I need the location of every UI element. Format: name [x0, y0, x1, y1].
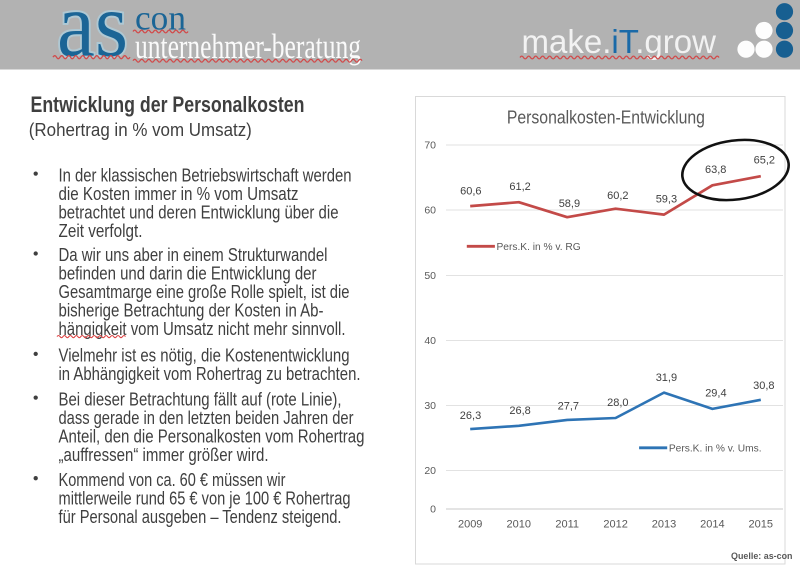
- svg-text:2012: 2012: [603, 519, 627, 531]
- svg-text:60: 60: [424, 205, 436, 217]
- svg-text:betrachtet und deren Entwicklu: betrachtet und deren Entwicklung über di…: [59, 202, 339, 222]
- svg-text:die Kosten immer in % vom Umsa: die Kosten immer in % vom Umsatz: [59, 184, 299, 204]
- svg-text:50: 50: [424, 270, 436, 282]
- svg-text:Gesamtmarge eine große Rolle s: Gesamtmarge eine große Rolle spielt, ist…: [59, 282, 350, 302]
- svg-text:59,3: 59,3: [656, 193, 677, 205]
- svg-text:Entwicklung der Personalkosten: Entwicklung der Personalkosten: [31, 92, 305, 117]
- svg-text:Vielmehr ist es nötig, die Kos: Vielmehr ist es nötig, die Kostenentwick…: [59, 346, 350, 366]
- svg-text:60,6: 60,6: [460, 186, 481, 198]
- svg-text:Pers.K. in % v. RG: Pers.K. in % v. RG: [497, 242, 581, 253]
- svg-text:befinden und darin die Entwick: befinden und darin die Entwicklung der: [59, 264, 317, 284]
- svg-text:2014: 2014: [700, 519, 724, 531]
- svg-text:as: as: [57, 0, 128, 76]
- svg-text:Personalkosten-Entwicklung: Personalkosten-Entwicklung: [507, 107, 705, 128]
- svg-text:29,4: 29,4: [705, 388, 726, 400]
- svg-text:In der klassischen Betriebswir: In der klassischen Betriebswirtschaft we…: [59, 165, 352, 185]
- svg-text:Zeit verfolgt.: Zeit verfolgt.: [59, 221, 143, 241]
- svg-text:mittlerweile rund 65 € von je: mittlerweile rund 65 € von je 100 € Rohe…: [59, 488, 351, 508]
- svg-text:Anteil, den die Personalkosten: Anteil, den die Personalkosten vom Roher…: [59, 426, 365, 446]
- svg-text:Da wir uns aber in einem Struk: Da wir uns aber in einem Strukturwandel: [59, 245, 328, 265]
- svg-text:30,8: 30,8: [753, 380, 774, 392]
- svg-text:31,9: 31,9: [656, 372, 677, 384]
- svg-text:Quelle: as-con: Quelle: as-con: [731, 551, 793, 562]
- svg-text:61,2: 61,2: [509, 181, 530, 193]
- svg-text:make.iT.grow: make.iT.grow: [522, 23, 717, 60]
- svg-text:2015: 2015: [749, 519, 773, 531]
- svg-text:hängigkeit vom Umsatz nicht me: hängigkeit vom Umsatz nicht mehr sinnvol…: [59, 319, 346, 339]
- svg-text:26,8: 26,8: [509, 405, 530, 417]
- svg-text:70: 70: [424, 140, 436, 152]
- svg-text:27,7: 27,7: [558, 400, 579, 412]
- svg-text:2011: 2011: [555, 519, 579, 531]
- svg-text:2010: 2010: [507, 519, 531, 531]
- svg-text:„auffressen“ immer größer wird: „auffressen“ immer größer wird.: [59, 445, 269, 465]
- svg-text:26,3: 26,3: [460, 410, 481, 422]
- svg-text:58,9: 58,9: [559, 198, 580, 210]
- svg-text:2013: 2013: [652, 519, 676, 531]
- svg-text:30: 30: [424, 400, 436, 412]
- svg-text:28,0: 28,0: [607, 397, 628, 409]
- svg-text:65,2: 65,2: [754, 155, 775, 167]
- svg-text:(Rohertrag in % vom Umsatz): (Rohertrag in % vom Umsatz): [29, 120, 252, 140]
- svg-text:Bei dieser Betrachtung fällt a: Bei dieser Betrachtung fällt auf (rote L…: [59, 389, 342, 409]
- svg-text:dass gerade in den letzten bei: dass gerade in den letzten beiden Jahren…: [59, 408, 354, 428]
- svg-text:2009: 2009: [458, 519, 482, 531]
- svg-text:Kommend von ca. 60 € müssen wi: Kommend von ca. 60 € müssen wir: [59, 470, 286, 490]
- svg-text:63,8: 63,8: [705, 164, 726, 176]
- svg-text:0: 0: [430, 504, 436, 516]
- svg-text:für Personal ausgeben – Tenden: für Personal ausgeben – Tendenz steigend…: [59, 507, 342, 527]
- svg-text:in Abhängigkeit vom Rohertrag: in Abhängigkeit vom Rohertrag zu betrach…: [59, 364, 361, 384]
- svg-text:20: 20: [424, 465, 436, 477]
- svg-text:as: as: [57, 0, 128, 76]
- svg-text:40: 40: [424, 335, 436, 347]
- svg-text:60,2: 60,2: [607, 190, 628, 202]
- svg-text:Pers.K. in % v. Ums.: Pers.K. in % v. Ums.: [669, 443, 762, 454]
- svg-text:bisherige Betrachtung der Kost: bisherige Betrachtung der Kosten in Ab-: [59, 301, 324, 321]
